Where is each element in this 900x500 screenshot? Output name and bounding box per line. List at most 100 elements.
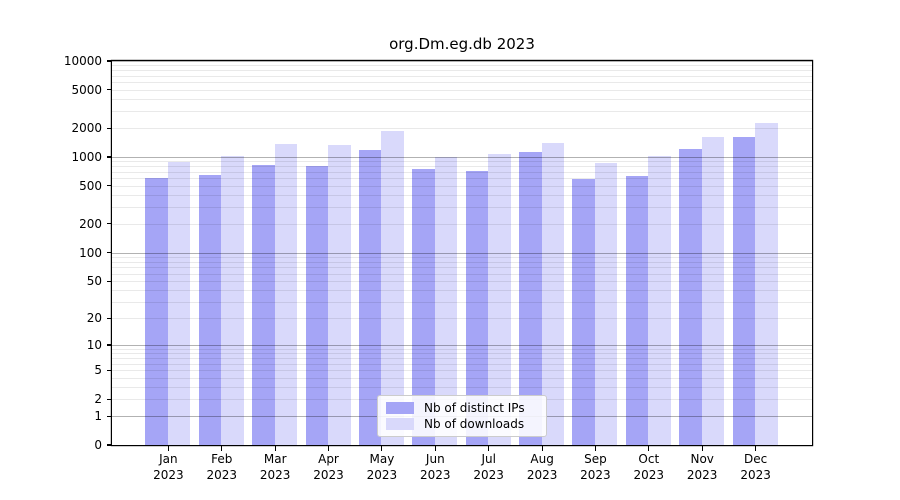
month-label: Jan: [159, 452, 178, 466]
gridline-10: [112, 345, 812, 346]
month-label: Dec: [743, 452, 768, 466]
bar-downloads-apr: [328, 144, 351, 445]
x-tick-nov: [701, 446, 703, 451]
y-tick-10000: [106, 60, 111, 62]
bar-distinct-ips-aug: [519, 152, 542, 445]
month-label: Apr: [318, 452, 339, 466]
gridline-400: [112, 195, 812, 197]
month-label: Sep: [584, 452, 607, 466]
gridline-100: [112, 252, 812, 254]
y-tick-label-200: 200: [79, 216, 102, 231]
gridline-40: [112, 290, 812, 292]
year-label: 2023: [580, 468, 611, 482]
bar-distinct-ips-jun: [412, 169, 435, 445]
bar-distinct-ips-oct: [625, 175, 649, 445]
gridlines-layer: [112, 61, 812, 445]
gridline-6000: [112, 82, 812, 84]
bar-distinct-ips-feb: [198, 174, 222, 445]
gridline-8000: [112, 70, 812, 72]
bar-distinct-ips-sep: [572, 178, 595, 445]
bar-distinct-ips-jan: [145, 177, 168, 445]
x-tick-label-jun: Jun 2023: [407, 451, 463, 483]
x-tick-label-oct: Oct 2023: [621, 451, 677, 483]
gridline-90: [112, 256, 812, 258]
gridline-7000: [112, 75, 812, 77]
gridline-4000: [112, 99, 812, 101]
x-tick-apr: [327, 446, 330, 451]
downloads-swatch-icon: [386, 418, 414, 430]
month-label: Aug: [530, 452, 554, 466]
bar-downloads-may: [381, 131, 404, 445]
legend-label-distinct-ips: Nb of distinct IPs: [424, 401, 525, 415]
bar-distinct-ips-dec: [732, 136, 756, 445]
gridline-8: [112, 353, 812, 355]
y-tick-label-1: 1: [94, 409, 102, 424]
x-tick-jun: [434, 446, 436, 451]
x-tick-label-apr: Apr 2023: [301, 451, 357, 483]
bar-downloads-aug: [541, 142, 565, 445]
bars-layer: [112, 61, 812, 445]
x-tick-oct: [648, 446, 650, 451]
bar-downloads-jun: [434, 156, 458, 445]
gridline-700: [112, 171, 812, 173]
year-label: 2023: [740, 468, 771, 482]
legend: Nb of distinct IPs Nb of downloads: [377, 395, 547, 437]
bar-downloads-oct: [648, 156, 671, 445]
y-tick-label-20: 20: [86, 311, 102, 326]
x-tick-label-jul: Jul 2023: [461, 451, 517, 483]
y-tick-5000: [106, 89, 111, 91]
gridline-6: [112, 363, 812, 365]
year-label: 2023: [366, 468, 398, 482]
gridline-1000: [112, 157, 812, 158]
year-label: 2023: [420, 468, 451, 482]
bar-distinct-ips-may: [358, 150, 382, 445]
legend-item-distinct-ips: Nb of distinct IPs: [386, 401, 538, 415]
year-label: 2023: [473, 468, 504, 482]
gridline-600: [112, 178, 812, 180]
gridline-20: [112, 318, 812, 320]
gridline-70: [112, 267, 812, 269]
gridline-10000: [112, 61, 812, 62]
y-tick-label-10: 10: [86, 338, 102, 352]
y-tick-label-5: 5: [94, 363, 102, 378]
gridline-300: [112, 207, 812, 209]
y-tick-1000: [106, 156, 111, 158]
month-label: Nov: [690, 452, 714, 466]
x-tick-jul: [488, 446, 490, 451]
x-tick-jan: [167, 446, 169, 451]
year-label: 2023: [259, 468, 291, 482]
bar-downloads-nov: [701, 137, 725, 445]
bar-distinct-ips-apr: [305, 165, 329, 445]
bar-downloads-sep: [594, 162, 618, 445]
y-tick-2000: [106, 127, 111, 129]
x-tick-mar: [274, 446, 276, 451]
x-tick-label-aug: Aug 2023: [514, 451, 570, 483]
gridline-7: [112, 358, 812, 360]
month-label: Oct: [638, 452, 660, 466]
x-tick-label-may: May 2023: [354, 451, 410, 483]
x-tick-sep: [594, 446, 596, 451]
legend-item-downloads: Nb of downloads: [386, 417, 538, 431]
month-label: Feb: [211, 452, 233, 466]
bar-downloads-mar: [274, 143, 298, 445]
y-tick-label-2: 2: [94, 392, 102, 407]
y-tick-label-10000: 10000: [63, 54, 102, 68]
year-label: 2023: [633, 468, 665, 482]
y-tick-label-100: 100: [79, 245, 102, 260]
bar-distinct-ips-jul: [465, 170, 489, 445]
gridline-3000: [112, 111, 812, 113]
year-label: 2023: [686, 468, 718, 482]
year-label: 2023: [526, 468, 558, 482]
bar-downloads-jul: [488, 153, 511, 445]
x-tick-label-feb: Feb 2023: [194, 451, 250, 483]
gridline-80: [112, 261, 812, 263]
y-tick-500: [106, 185, 111, 187]
gridline-9000: [112, 65, 812, 67]
distinct-ips-swatch-icon: [386, 402, 414, 414]
y-tick-label-1000: 1000: [71, 150, 102, 164]
x-tick-may: [381, 446, 383, 451]
x-tick-label-mar: Mar 2023: [247, 451, 303, 483]
year-label: 2023: [206, 468, 238, 482]
bar-downloads-jan: [167, 161, 191, 445]
